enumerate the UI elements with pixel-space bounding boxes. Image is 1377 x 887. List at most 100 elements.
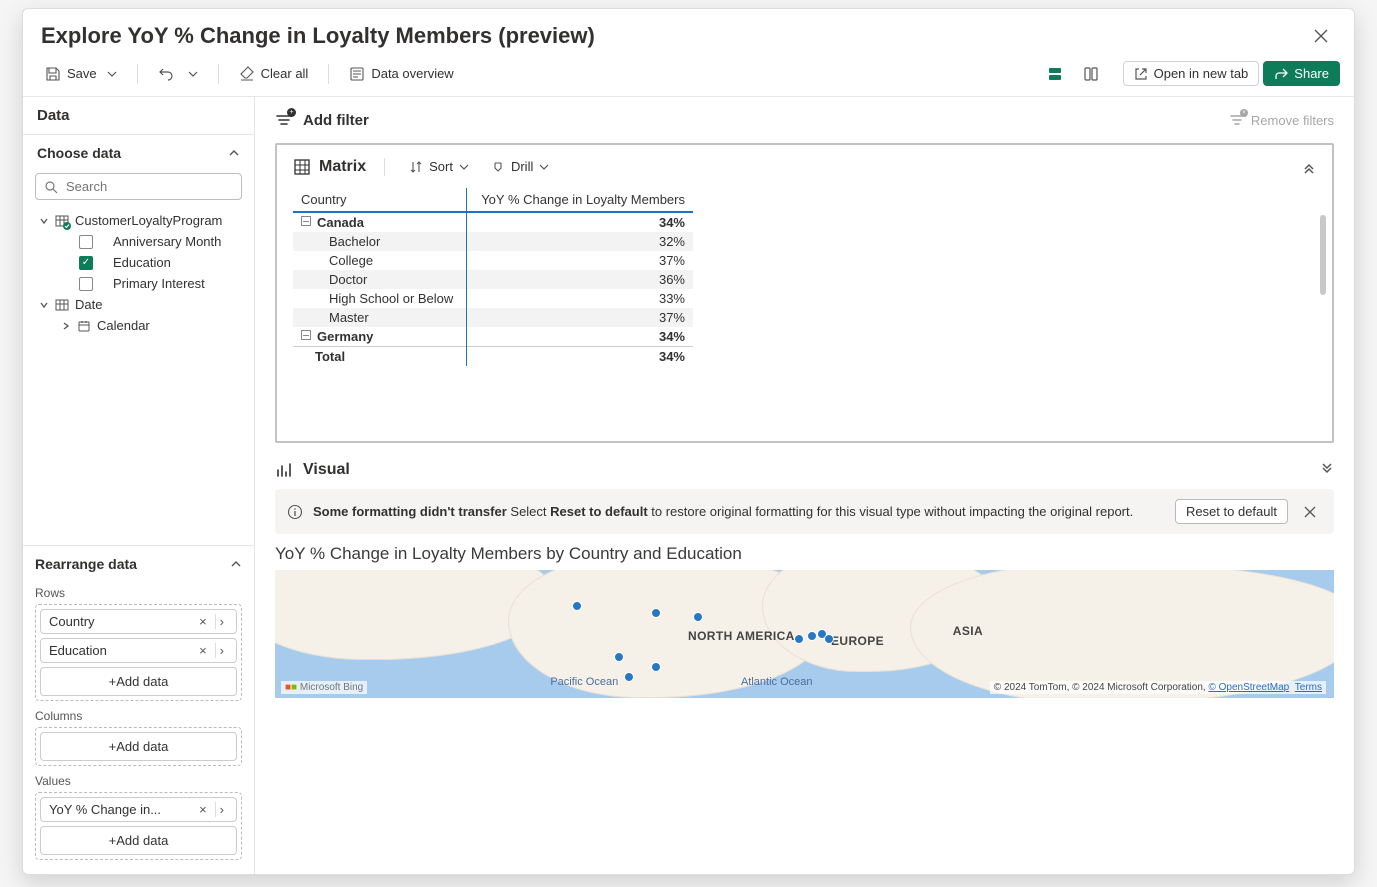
map-data-point[interactable] bbox=[572, 601, 582, 611]
expand-button[interactable] bbox=[1320, 463, 1334, 477]
checkbox[interactable] bbox=[79, 235, 93, 249]
table-row[interactable]: College37% bbox=[293, 251, 693, 270]
osm-link[interactable]: © OpenStreetMap bbox=[1208, 682, 1289, 693]
table-row[interactable]: Bachelor32% bbox=[293, 232, 693, 251]
table-row[interactable]: High School or Below33% bbox=[293, 289, 693, 308]
filter-bar: + Add filter × Remove filters bbox=[255, 97, 1354, 143]
rows-label: Rows bbox=[35, 586, 242, 600]
checkbox[interactable] bbox=[79, 256, 93, 270]
sort-dropdown[interactable]: Sort bbox=[403, 157, 475, 176]
expand-icon[interactable] bbox=[301, 216, 311, 226]
tree-field-row[interactable]: Education bbox=[31, 252, 246, 273]
chevron-down-icon bbox=[39, 216, 49, 226]
matrix-icon bbox=[293, 158, 311, 176]
drill-icon bbox=[491, 160, 505, 174]
eraser-icon bbox=[239, 66, 255, 82]
scrollbar-thumb[interactable] bbox=[1320, 215, 1326, 295]
tree-field-label: Education bbox=[113, 255, 171, 270]
search-input[interactable] bbox=[64, 178, 233, 195]
remove-field-button[interactable]: × bbox=[195, 802, 211, 817]
matrix-title: Matrix bbox=[293, 158, 366, 176]
map-attribution: © 2024 TomTom, © 2024 Microsoft Corporat… bbox=[990, 681, 1326, 694]
expand-icon[interactable] bbox=[301, 330, 311, 340]
chevron-up-icon bbox=[230, 558, 242, 570]
rearrange-header[interactable]: Rearrange data bbox=[35, 556, 242, 578]
tree-calendar-row[interactable]: Calendar bbox=[31, 315, 246, 336]
undo-dropdown[interactable] bbox=[186, 65, 206, 83]
columns-well[interactable]: +Add data bbox=[35, 727, 242, 766]
layout-toggle-split[interactable] bbox=[1039, 62, 1071, 86]
add-data-button[interactable]: +Add data bbox=[40, 732, 237, 761]
info-icon bbox=[287, 504, 303, 520]
close-button[interactable] bbox=[1306, 25, 1336, 47]
table-row[interactable]: Germany34% bbox=[293, 327, 693, 347]
map-label-north-america: NORTH AMERICA bbox=[688, 629, 795, 643]
matrix-col-header[interactable]: YoY % Change in Loyalty Members bbox=[467, 188, 693, 212]
add-data-button[interactable]: +Add data bbox=[40, 826, 237, 855]
map-data-point[interactable] bbox=[794, 634, 804, 644]
share-button[interactable]: Share bbox=[1263, 61, 1340, 86]
layout-toggle-side[interactable] bbox=[1075, 62, 1107, 86]
data-panel-header: Data bbox=[23, 97, 254, 135]
map-visual[interactable]: NORTH AMERICA EUROPE ASIA Pacific Ocean … bbox=[275, 570, 1334, 698]
matrix-visual-frame[interactable]: Matrix Sort Drill bbox=[275, 143, 1334, 443]
visual-icon bbox=[275, 461, 293, 479]
dialog-title: Explore YoY % Change in Loyalty Members … bbox=[41, 23, 1306, 49]
tree-date-row[interactable]: Date bbox=[31, 294, 246, 315]
collapse-button[interactable] bbox=[1302, 160, 1316, 174]
chevron-down-icon bbox=[39, 300, 49, 310]
field-pill[interactable]: Education×› bbox=[40, 638, 237, 663]
visual-label: Visual bbox=[303, 461, 350, 479]
choose-data-label: Choose data bbox=[37, 145, 121, 161]
table-row[interactable]: Doctor36% bbox=[293, 270, 693, 289]
remove-filters-button[interactable]: × Remove filters bbox=[1229, 112, 1334, 128]
terms-link[interactable]: Terms bbox=[1295, 682, 1322, 693]
field-menu-button[interactable]: › bbox=[215, 643, 228, 658]
table-row[interactable]: Master37% bbox=[293, 308, 693, 327]
columns-label: Columns bbox=[35, 709, 242, 723]
field-menu-button[interactable]: › bbox=[215, 614, 228, 629]
clear-all-button[interactable]: Clear all bbox=[231, 62, 317, 86]
field-pill[interactable]: Country×› bbox=[40, 609, 237, 634]
field-menu-button[interactable]: › bbox=[215, 802, 228, 817]
save-icon bbox=[45, 66, 61, 82]
checkbox[interactable] bbox=[79, 277, 93, 291]
remove-filters-label: Remove filters bbox=[1251, 113, 1334, 128]
field-pill[interactable]: YoY % Change in...×› bbox=[40, 797, 237, 822]
map-data-point[interactable] bbox=[824, 634, 834, 644]
data-overview-button[interactable]: Data overview bbox=[341, 62, 461, 86]
drill-dropdown[interactable]: Drill bbox=[485, 157, 555, 176]
rows-well[interactable]: Country×›Education×›+Add data bbox=[35, 604, 242, 701]
add-data-button[interactable]: +Add data bbox=[40, 667, 237, 696]
map-data-point[interactable] bbox=[614, 652, 624, 662]
matrix-header: Matrix Sort Drill bbox=[293, 157, 1316, 176]
remove-field-button[interactable]: × bbox=[195, 614, 211, 629]
tree-field-row[interactable]: Anniversary Month bbox=[31, 231, 246, 252]
chevron-up-icon bbox=[228, 147, 240, 159]
values-label: Values bbox=[35, 774, 242, 788]
visual-header: Visual bbox=[255, 457, 1354, 489]
tree-field-label: Anniversary Month bbox=[113, 234, 221, 249]
tree-field-row[interactable]: Primary Interest bbox=[31, 273, 246, 294]
reset-to-default-button[interactable]: Reset to default bbox=[1175, 499, 1288, 524]
filter-icon: + bbox=[275, 111, 293, 129]
dismiss-notice-button[interactable] bbox=[1298, 506, 1322, 518]
add-filter-button[interactable]: Add filter bbox=[303, 112, 369, 129]
save-label: Save bbox=[67, 66, 97, 81]
main-area: + Add filter × Remove filters bbox=[255, 97, 1354, 874]
table-row[interactable]: Canada34% bbox=[293, 212, 693, 232]
save-button[interactable]: Save bbox=[37, 62, 125, 86]
open-new-tab-label: Open in new tab bbox=[1154, 66, 1249, 81]
search-icon bbox=[44, 180, 58, 194]
undo-button[interactable] bbox=[150, 62, 182, 86]
tree-table-row[interactable]: CustomerLoyaltyProgram bbox=[31, 210, 246, 231]
matrix-col-header[interactable]: Country bbox=[293, 188, 467, 212]
choose-data-header[interactable]: Choose data bbox=[23, 135, 254, 167]
rearrange-label: Rearrange data bbox=[35, 556, 137, 572]
calendar-icon bbox=[77, 319, 91, 333]
open-new-tab-button[interactable]: Open in new tab bbox=[1123, 61, 1260, 86]
clear-all-label: Clear all bbox=[261, 66, 309, 81]
search-input-wrap[interactable] bbox=[35, 173, 242, 200]
remove-field-button[interactable]: × bbox=[195, 643, 211, 658]
values-well[interactable]: YoY % Change in...×›+Add data bbox=[35, 792, 242, 860]
